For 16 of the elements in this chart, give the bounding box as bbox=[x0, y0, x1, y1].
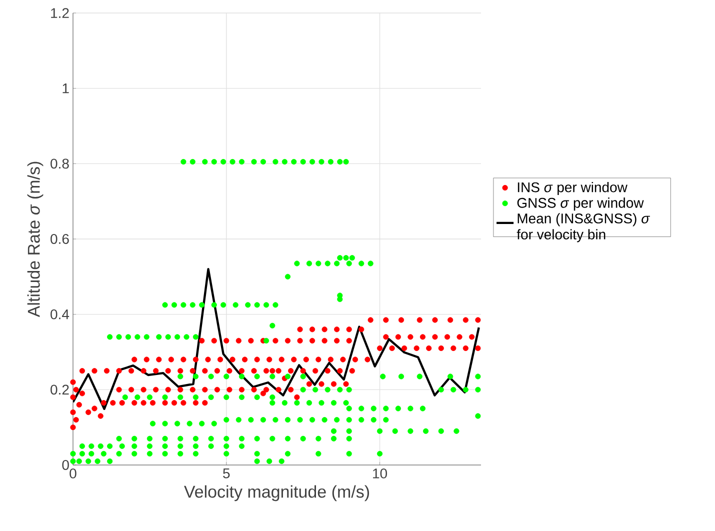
x-tick-label: 5 bbox=[223, 468, 230, 478]
y-tick-label: 0.8 bbox=[50, 158, 69, 169]
y-tick-label: 0 bbox=[62, 460, 69, 470]
x-tick-label: 10 bbox=[373, 468, 387, 478]
y-tick-label: 1 bbox=[62, 84, 69, 94]
y-tick-label: 0.6 bbox=[50, 234, 69, 244]
legend-label: GNSS σ per window bbox=[517, 198, 644, 211]
y-tick-label: 0.2 bbox=[50, 384, 69, 395]
y-axis-title: Altitude Rate σ (m/s) bbox=[27, 162, 44, 318]
x-axis-title: Velocity magnitude (m/s) bbox=[184, 485, 369, 502]
y-tick-label: 1.2 bbox=[51, 8, 69, 18]
text: Mean (INS&GNSS) σ for velocity bin bbox=[516, 213, 650, 242]
legend-label: INS σ per window bbox=[518, 182, 628, 196]
x-tick-label: 0 bbox=[70, 468, 76, 478]
line-series bbox=[73, 268, 480, 410]
y-tick-label: 0.4 bbox=[50, 309, 70, 320]
